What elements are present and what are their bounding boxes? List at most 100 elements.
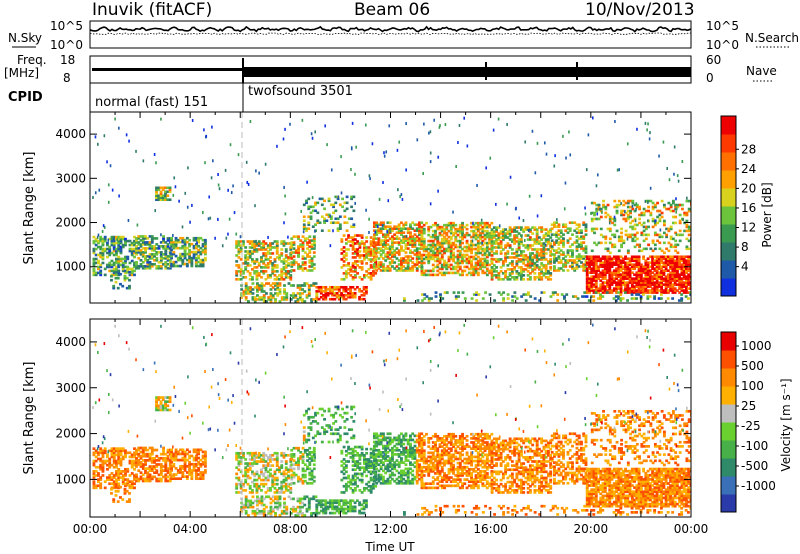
velocity-cell bbox=[185, 475, 189, 478]
power-cell bbox=[317, 297, 321, 301]
power-cell bbox=[687, 279, 691, 282]
power-cell bbox=[353, 252, 357, 255]
power-cell bbox=[656, 221, 660, 225]
power-cell bbox=[671, 245, 675, 249]
power-cell bbox=[306, 247, 309, 250]
power-cell bbox=[684, 259, 688, 263]
power-cell bbox=[481, 271, 485, 275]
power-cell bbox=[662, 283, 666, 286]
power-cell bbox=[115, 269, 118, 273]
power-cell bbox=[510, 270, 514, 273]
power-cell bbox=[687, 225, 691, 229]
velocity-cell bbox=[114, 485, 118, 489]
power-cell bbox=[689, 237, 691, 241]
power-cell bbox=[585, 271, 589, 274]
velocity-cell bbox=[183, 452, 187, 456]
power-cell bbox=[673, 277, 677, 280]
power-cell bbox=[344, 242, 348, 245]
power-cell bbox=[675, 289, 679, 292]
power-cell bbox=[258, 288, 262, 291]
velocity-cell bbox=[194, 456, 198, 460]
velocity-cell bbox=[117, 484, 121, 488]
power-cell bbox=[413, 253, 417, 256]
power-cell bbox=[630, 291, 634, 294]
power-cell bbox=[369, 177, 371, 181]
power-cell bbox=[608, 269, 612, 272]
power-cell bbox=[353, 295, 357, 299]
power-cell bbox=[575, 227, 579, 230]
power-cell bbox=[621, 281, 625, 284]
velocity-cell bbox=[183, 475, 187, 478]
power-cell bbox=[188, 254, 192, 258]
power-cell bbox=[655, 269, 659, 272]
power-cell bbox=[517, 238, 521, 241]
power-cell bbox=[488, 263, 492, 267]
power-cell bbox=[597, 205, 601, 209]
power-cell bbox=[617, 295, 620, 298]
velocity-cell bbox=[121, 447, 125, 450]
power-cell bbox=[284, 256, 288, 259]
power-cell bbox=[434, 229, 437, 233]
velocity-cell bbox=[123, 489, 127, 493]
power-cell bbox=[655, 287, 659, 290]
power-cell bbox=[148, 266, 152, 270]
power-cell bbox=[603, 281, 607, 284]
power-cell bbox=[635, 273, 639, 276]
power-cell bbox=[440, 273, 444, 277]
power-cell bbox=[485, 231, 489, 235]
velocity-cell bbox=[124, 453, 127, 457]
power-cell bbox=[537, 248, 541, 251]
power-cell bbox=[651, 219, 655, 223]
power-cell bbox=[314, 203, 317, 207]
power-cell bbox=[312, 239, 316, 242]
power-cell bbox=[434, 273, 437, 277]
power-cell bbox=[585, 287, 589, 290]
power-cell bbox=[555, 231, 559, 234]
power-cell bbox=[689, 225, 691, 229]
power-cell bbox=[347, 264, 351, 267]
velocity-cell bbox=[172, 473, 176, 476]
velocity-cell bbox=[153, 461, 156, 464]
power-cell bbox=[592, 275, 596, 278]
velocity-cell bbox=[117, 451, 121, 455]
velocity-cell bbox=[133, 459, 136, 463]
power-colorbar-frame bbox=[720, 115, 737, 297]
power-cell bbox=[273, 278, 277, 281]
power-cell bbox=[194, 260, 198, 264]
power-cell bbox=[305, 294, 309, 297]
power-cell bbox=[148, 257, 152, 260]
velocity-cell bbox=[92, 480, 96, 483]
power-cell bbox=[350, 197, 354, 201]
velocity-cell bbox=[124, 474, 127, 477]
power-cell bbox=[110, 243, 114, 247]
velocity-cell bbox=[164, 479, 168, 483]
power-cell bbox=[615, 267, 618, 270]
power-cell bbox=[678, 239, 682, 243]
power-cell bbox=[110, 259, 114, 263]
power-cell bbox=[404, 255, 408, 258]
power-cell bbox=[581, 295, 584, 298]
power-cell bbox=[582, 265, 586, 268]
power-cell bbox=[416, 138, 419, 142]
power-cell bbox=[485, 261, 489, 265]
velocity-cell bbox=[117, 447, 121, 450]
power-cell bbox=[438, 251, 442, 255]
velocity-cell bbox=[181, 458, 185, 462]
power-cell bbox=[520, 235, 523, 239]
power-cell bbox=[535, 276, 539, 279]
power-cell bbox=[413, 229, 417, 232]
power-cell bbox=[629, 221, 633, 225]
power-cell bbox=[533, 278, 537, 281]
power-cell bbox=[662, 277, 666, 280]
power-cell bbox=[353, 262, 357, 265]
velocity-cell bbox=[92, 459, 96, 463]
power-cell bbox=[347, 272, 351, 275]
power-cell bbox=[166, 239, 170, 242]
power-cell bbox=[461, 259, 464, 263]
power-cell bbox=[599, 271, 603, 274]
power-cell bbox=[595, 243, 599, 247]
power-cell bbox=[425, 247, 428, 251]
power-cell bbox=[388, 249, 392, 252]
power-cell bbox=[687, 287, 691, 290]
velocity-cell bbox=[146, 473, 150, 477]
